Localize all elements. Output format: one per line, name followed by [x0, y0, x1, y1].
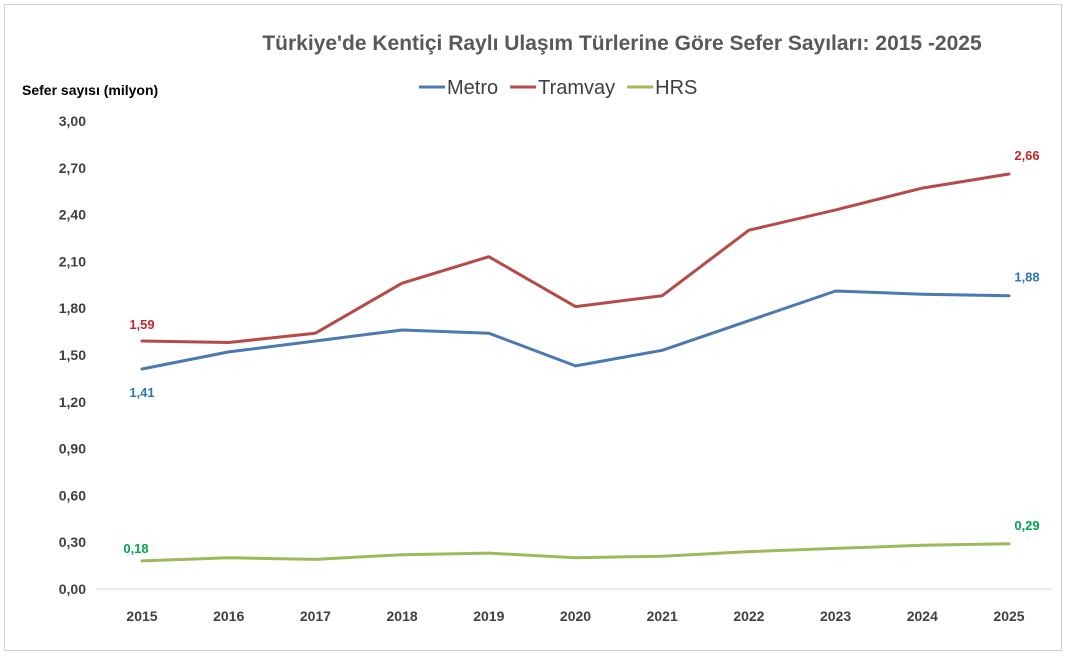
- chart-title: Türkiye'de Kentiçi Raylı Ulaşım Türlerin…: [262, 32, 982, 55]
- x-tick-label: 2023: [820, 608, 851, 624]
- y-axis-label: Sefer sayısı (milyon): [22, 82, 158, 98]
- x-axis: 2015 2016 2017 2018 2019 2020 2021 2022 2023 2024…: [96, 588, 1052, 624]
- y-tick-label: 2,70: [59, 160, 86, 176]
- legend-label-metro: Metro: [447, 77, 498, 99]
- legend-label-tramvay: Tramvay: [538, 77, 615, 99]
- x-tick-label: 2019: [473, 608, 504, 624]
- y-tick-label: 2,10: [59, 253, 86, 269]
- x-tick-label: 2018: [387, 608, 418, 624]
- legend-label-hrs: HRS: [655, 77, 697, 99]
- y-tick-label: 3,00: [59, 113, 86, 129]
- y-tick-label: 2,40: [59, 207, 86, 223]
- series-line-metro: [140, 289, 1011, 371]
- data-label: 1,59: [129, 317, 154, 332]
- data-label: 1,41: [129, 385, 154, 400]
- data-label: 2,66: [1014, 148, 1039, 163]
- y-tick-label: 1,50: [59, 347, 86, 363]
- series-line-hrs: [140, 542, 1011, 563]
- y-tick-label: 1,80: [59, 300, 86, 316]
- chart-frame: [4, 4, 1062, 651]
- x-tick-label: 2015: [126, 608, 157, 624]
- data-labels: 1,41 1,88 1,59 2,66 0,18 0,29: [123, 148, 1039, 556]
- x-tick-label: 2024: [907, 608, 938, 624]
- data-label: 0,18: [123, 541, 148, 556]
- y-tick-label: 0,90: [59, 441, 86, 457]
- y-tick-label: 0,60: [59, 487, 86, 503]
- x-tick-label: 2017: [300, 608, 331, 624]
- series-lines: [140, 172, 1011, 563]
- y-axis: 0,00 0,30 0,60 0,90 1,20 1,50 1,80 2,10 2,40 2,70…: [59, 113, 86, 597]
- legend: Metro Tramvay HRS: [419, 77, 697, 99]
- x-tick-label: 2016: [213, 608, 244, 624]
- x-tick-label: 2022: [733, 608, 764, 624]
- y-tick-label: 0,30: [59, 534, 86, 550]
- data-label: 0,29: [1014, 518, 1039, 533]
- series-line-tramvay: [140, 172, 1011, 344]
- x-tick-label: 2021: [647, 608, 678, 624]
- x-tick-label: 2025: [993, 608, 1024, 624]
- data-label: 1,88: [1014, 270, 1039, 285]
- y-tick-label: 0,00: [59, 581, 86, 597]
- x-tick-label: 2020: [560, 608, 591, 624]
- y-tick-label: 1,20: [59, 394, 86, 410]
